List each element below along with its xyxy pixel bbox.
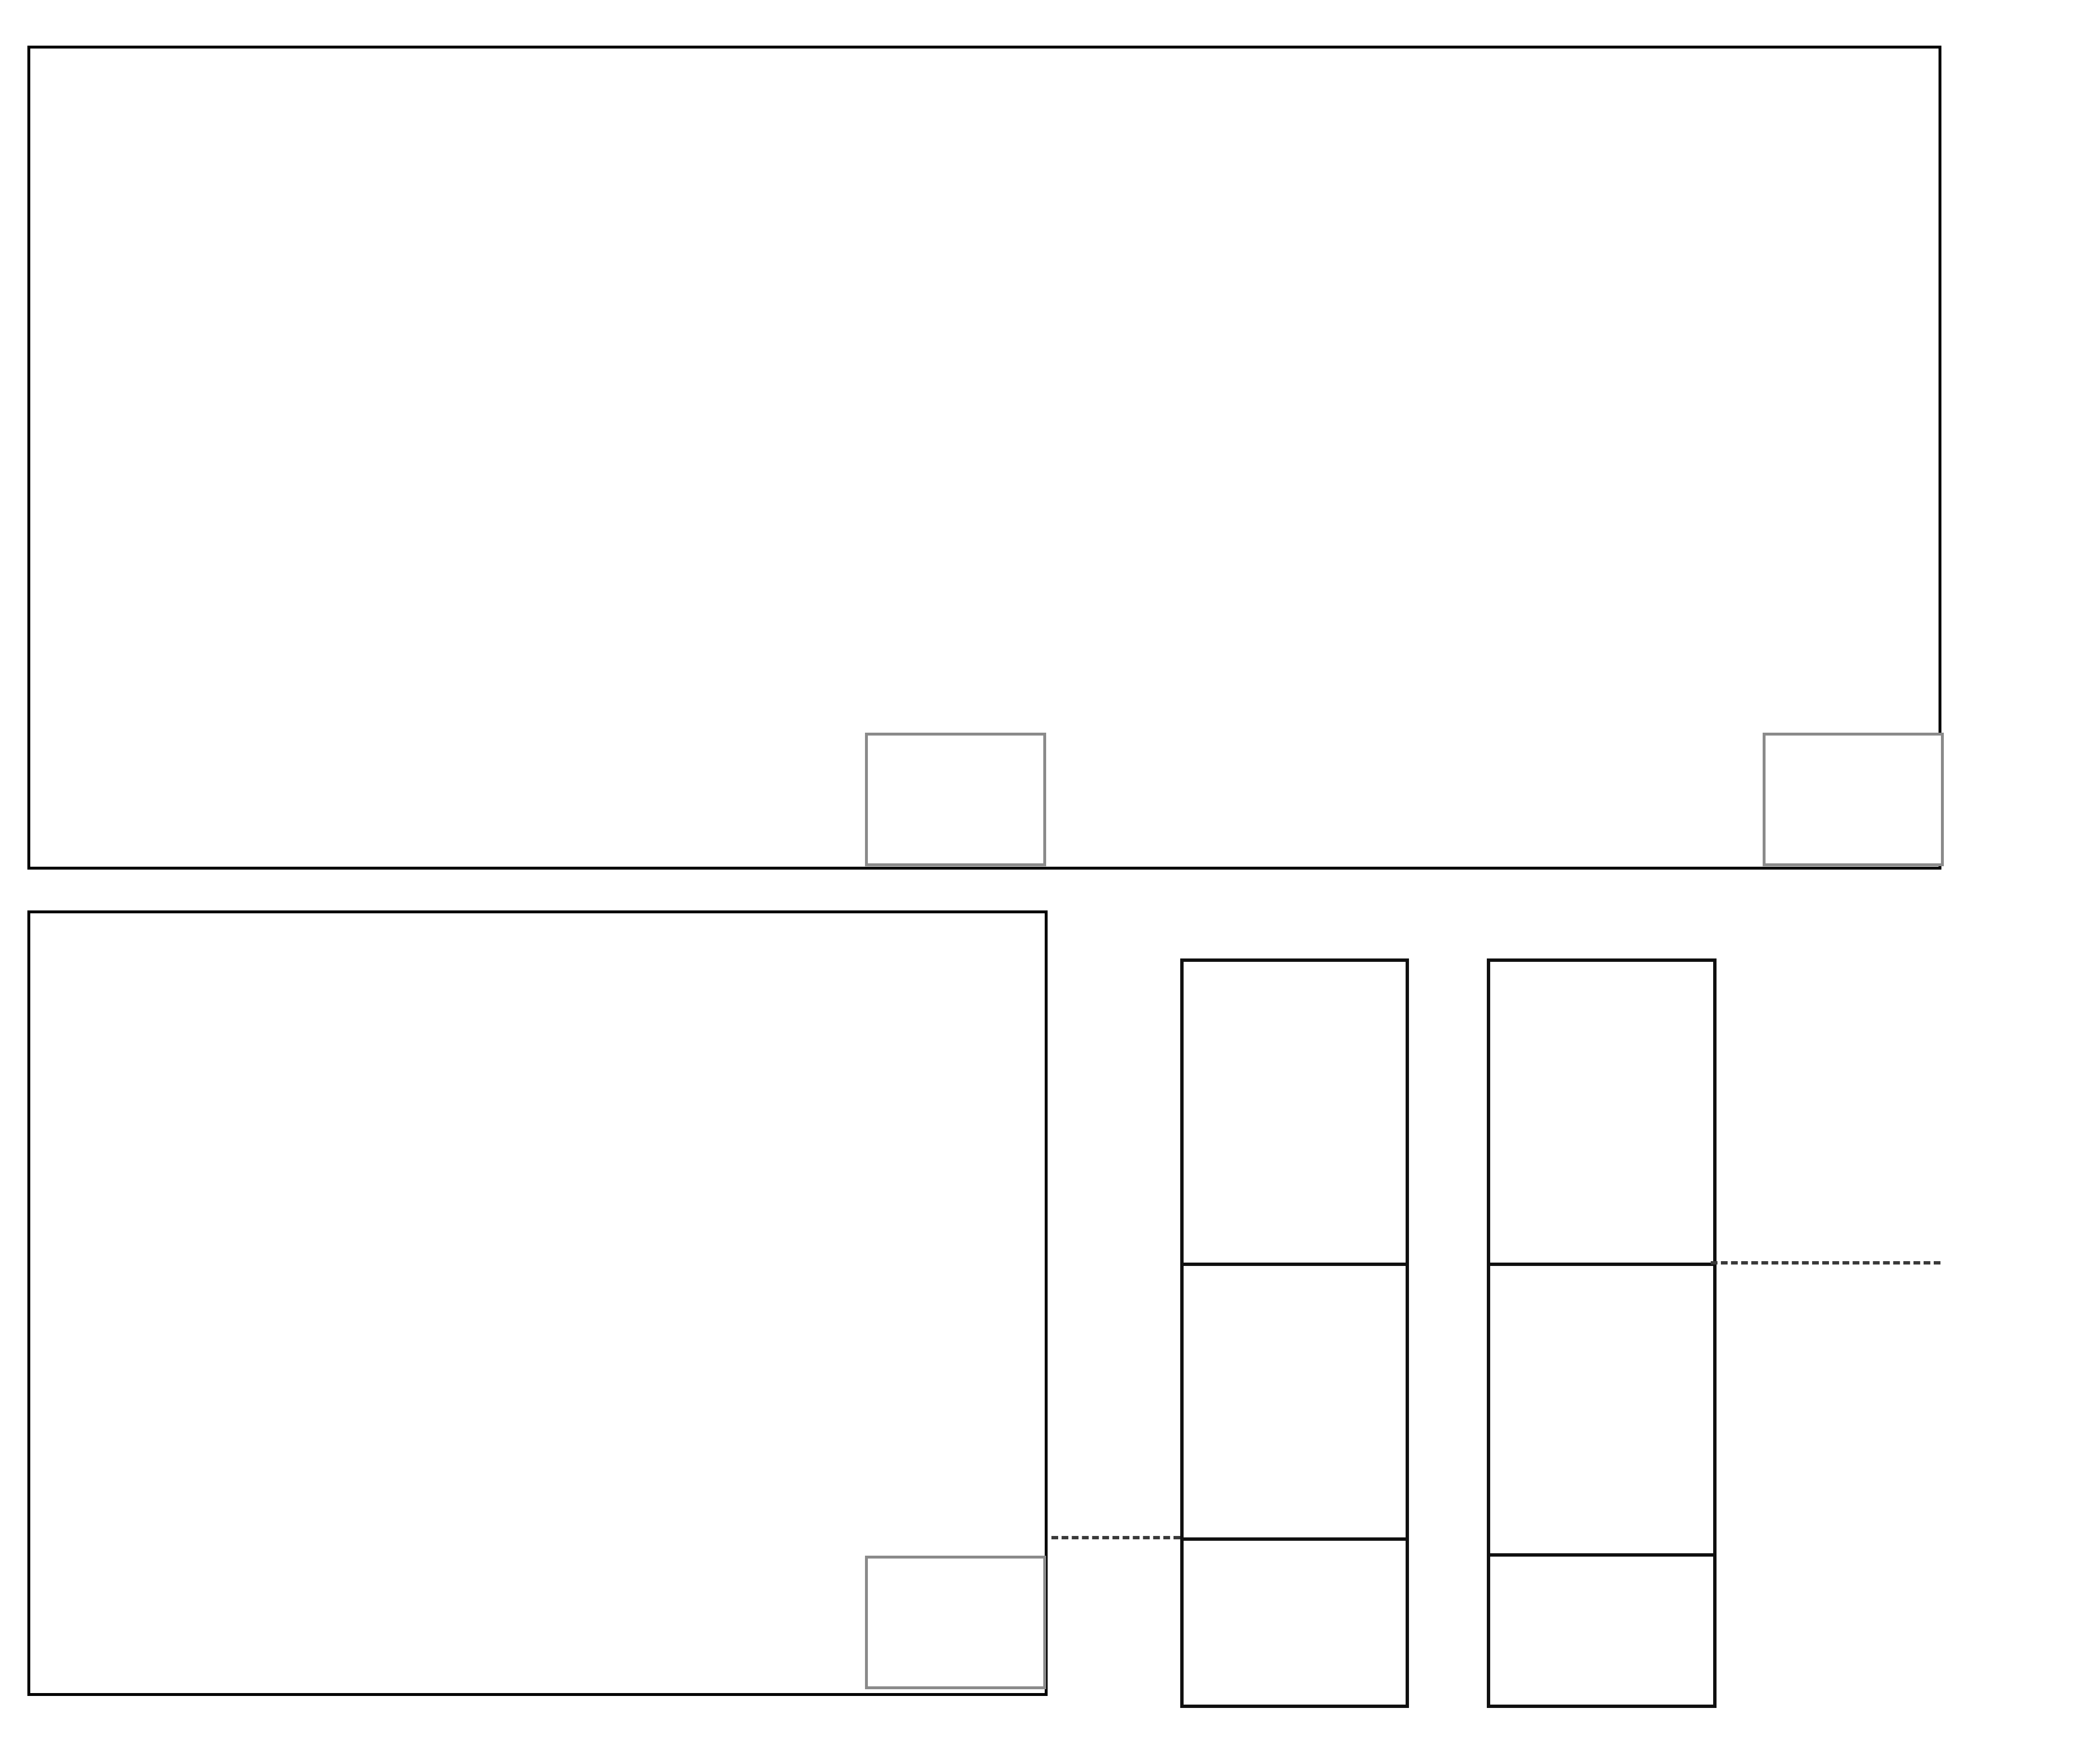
flow-box-2020-density-increase	[1487, 1263, 1717, 1557]
flow-dashed-left	[1051, 1536, 1180, 1539]
flow-box-2000-remaining-area	[1180, 1263, 1409, 1541]
flow-arrow-purple	[1406, 1104, 1486, 1202]
lat-label-50n-bot	[0, 1009, 34, 1211]
flow-label-wetland-left	[971, 1128, 1221, 1174]
flow-box-2000-soc-density	[1180, 958, 1409, 1266]
flow-label-others-left	[976, 1609, 1225, 1655]
flow-arrow-green	[1406, 1575, 1486, 1673]
flow-label-soc-left-1	[956, 1226, 1206, 1272]
scalebar-map2000	[384, 764, 654, 822]
histogram-change	[58, 1456, 437, 1670]
flow-label-soc-left-2	[956, 1279, 1206, 1325]
flow-label-soc-right-1	[1701, 1455, 1951, 1501]
flow-label-wetland-right	[1687, 1384, 1937, 1430]
inset-south-china-sea-2020	[1763, 733, 1944, 866]
scalebar-map2020	[1437, 764, 1706, 822]
flow-box-2000-others-area	[1180, 1537, 1409, 1708]
flow-label-soc-right-2	[1701, 1508, 1951, 1554]
inset-south-china-sea-change	[865, 1556, 1046, 1689]
histogram-2000	[58, 588, 437, 802]
scalebar-map-change	[384, 1624, 654, 1682]
flow-dashed-right	[1711, 1261, 1940, 1265]
flow-label-soc-right-3	[1701, 1560, 1951, 1607]
flow-label-others-right	[1670, 1096, 1920, 1142]
flow-label-soc-left-3	[956, 1332, 1206, 1378]
inset-map	[868, 736, 1043, 863]
inset-south-china-sea-2000	[865, 733, 1046, 866]
lat-label-50n-top	[0, 154, 34, 356]
histogram-2020	[1038, 584, 1418, 798]
flow-arrow-yellowgreen	[1406, 1375, 1486, 1474]
inset-map	[1766, 736, 1941, 863]
lat-label-40n-top	[0, 375, 34, 577]
lat-label-20n-bot	[0, 1554, 34, 1756]
top-maps-frame	[27, 46, 1941, 870]
flow-box-2020-new-wetland-density	[1487, 1553, 1717, 1708]
change-map-frame	[27, 910, 1048, 1696]
lat-label-40n-bot	[0, 1220, 34, 1422]
lat-label-20n-top	[0, 726, 34, 928]
